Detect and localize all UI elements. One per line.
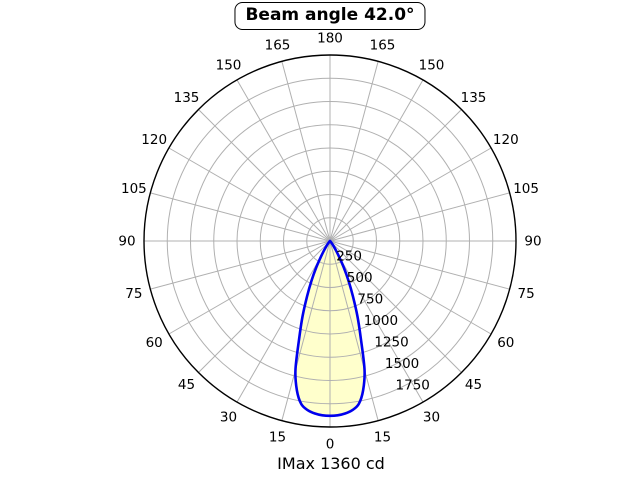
theta-tick-label: 45 xyxy=(178,377,195,393)
r-tick-label: 1250 xyxy=(374,334,408,350)
beam-curve xyxy=(294,239,366,418)
theta-tick-label: 165 xyxy=(370,37,396,53)
imax-label: IMax 1360 cd xyxy=(277,454,385,473)
theta-tick-label: 30 xyxy=(220,409,237,425)
theta-tick-label: 60 xyxy=(146,335,163,351)
r-tick-label: 750 xyxy=(357,291,383,307)
theta-tick-label: 60 xyxy=(497,335,514,351)
theta-tick-label: 135 xyxy=(461,90,487,106)
polar-grid xyxy=(144,55,516,427)
r-tick-labels: 250 500 750 1000 1250 1500 1750 xyxy=(336,248,430,393)
r-tick-label: 1500 xyxy=(385,356,419,372)
theta-tick-label: 15 xyxy=(374,430,391,446)
r-gridline xyxy=(190,101,470,381)
outer-circle xyxy=(143,54,517,428)
theta-tick-label: 90 xyxy=(524,234,541,250)
theta-tick-label: 30 xyxy=(423,409,440,425)
theta-tick-label: 165 xyxy=(265,37,291,53)
r-gridline xyxy=(259,170,401,312)
theta-tick-label: 15 xyxy=(269,430,286,446)
r-tick-label: 500 xyxy=(347,270,373,286)
theta-tick-label: 150 xyxy=(216,58,242,74)
theta-tick-labels: 0 15 15 30 30 45 45 60 60 75 75 90 90 105 105 120 120 135… xyxy=(118,31,541,453)
chart-title: Beam angle 42.0° xyxy=(245,5,415,25)
r-tick-label: 1000 xyxy=(364,313,398,329)
theta-tick-label: 75 xyxy=(518,286,535,302)
theta-tick-label: 45 xyxy=(465,377,482,393)
r-gridline xyxy=(236,147,424,335)
r-tick-label: 1750 xyxy=(396,377,430,393)
theta-tick-label: 180 xyxy=(317,31,343,47)
r-gridline xyxy=(306,217,354,265)
r-tick-label: 250 xyxy=(336,248,362,264)
r-gridline xyxy=(283,194,377,288)
theta-tick-label: 0 xyxy=(326,437,335,453)
chart-title-box: Beam angle 42.0° xyxy=(234,2,426,30)
theta-tick-label: 75 xyxy=(125,286,142,302)
theta-tick-label: 120 xyxy=(141,132,167,148)
theta-tick-label: 105 xyxy=(121,181,147,197)
r-gridline xyxy=(213,124,447,358)
theta-tick-label: 135 xyxy=(174,90,200,106)
theta-tick-label: 120 xyxy=(493,132,519,148)
theta-tick-label: 150 xyxy=(419,58,445,74)
theta-tick-label: 90 xyxy=(118,234,135,250)
theta-tick-label: 105 xyxy=(513,181,539,197)
r-gridline xyxy=(166,77,494,405)
